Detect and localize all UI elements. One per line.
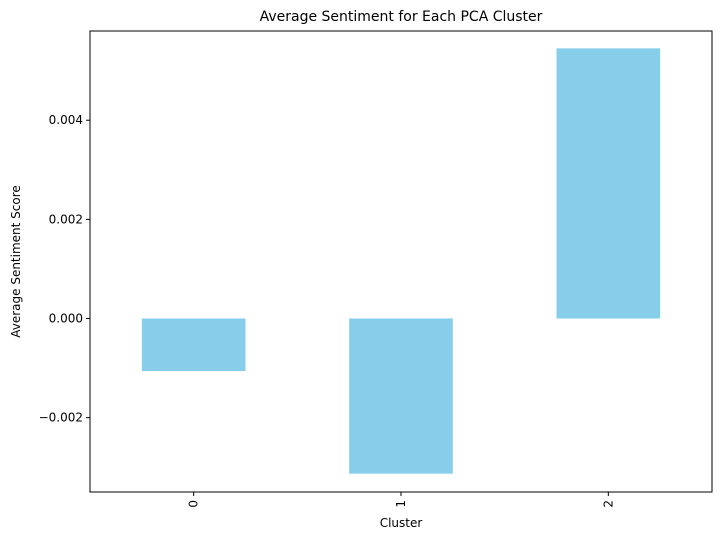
y-tick-label: −0.002 [39, 411, 83, 425]
bar-cluster-0 [141, 318, 246, 372]
y-tick-label: 0.004 [49, 113, 83, 127]
bars-layer [141, 48, 661, 474]
bar-cluster-1 [349, 318, 453, 474]
x-tick-label: 0 [187, 500, 201, 508]
y-tick-label: 0.002 [49, 212, 83, 226]
bar-cluster-2 [556, 48, 661, 319]
x-tick-label: 2 [601, 500, 615, 508]
y-tick-label: 0.000 [49, 312, 83, 326]
y-axis-label: Average Sentiment Score [9, 185, 23, 338]
x-tick-label: 1 [394, 500, 408, 508]
x-axis: 0 1 2 [187, 492, 615, 508]
y-axis: −0.002 0.000 0.002 0.004 [39, 113, 90, 425]
chart-title: Average Sentiment for Each PCA Cluster [260, 9, 543, 25]
x-axis-label: Cluster [380, 516, 423, 530]
